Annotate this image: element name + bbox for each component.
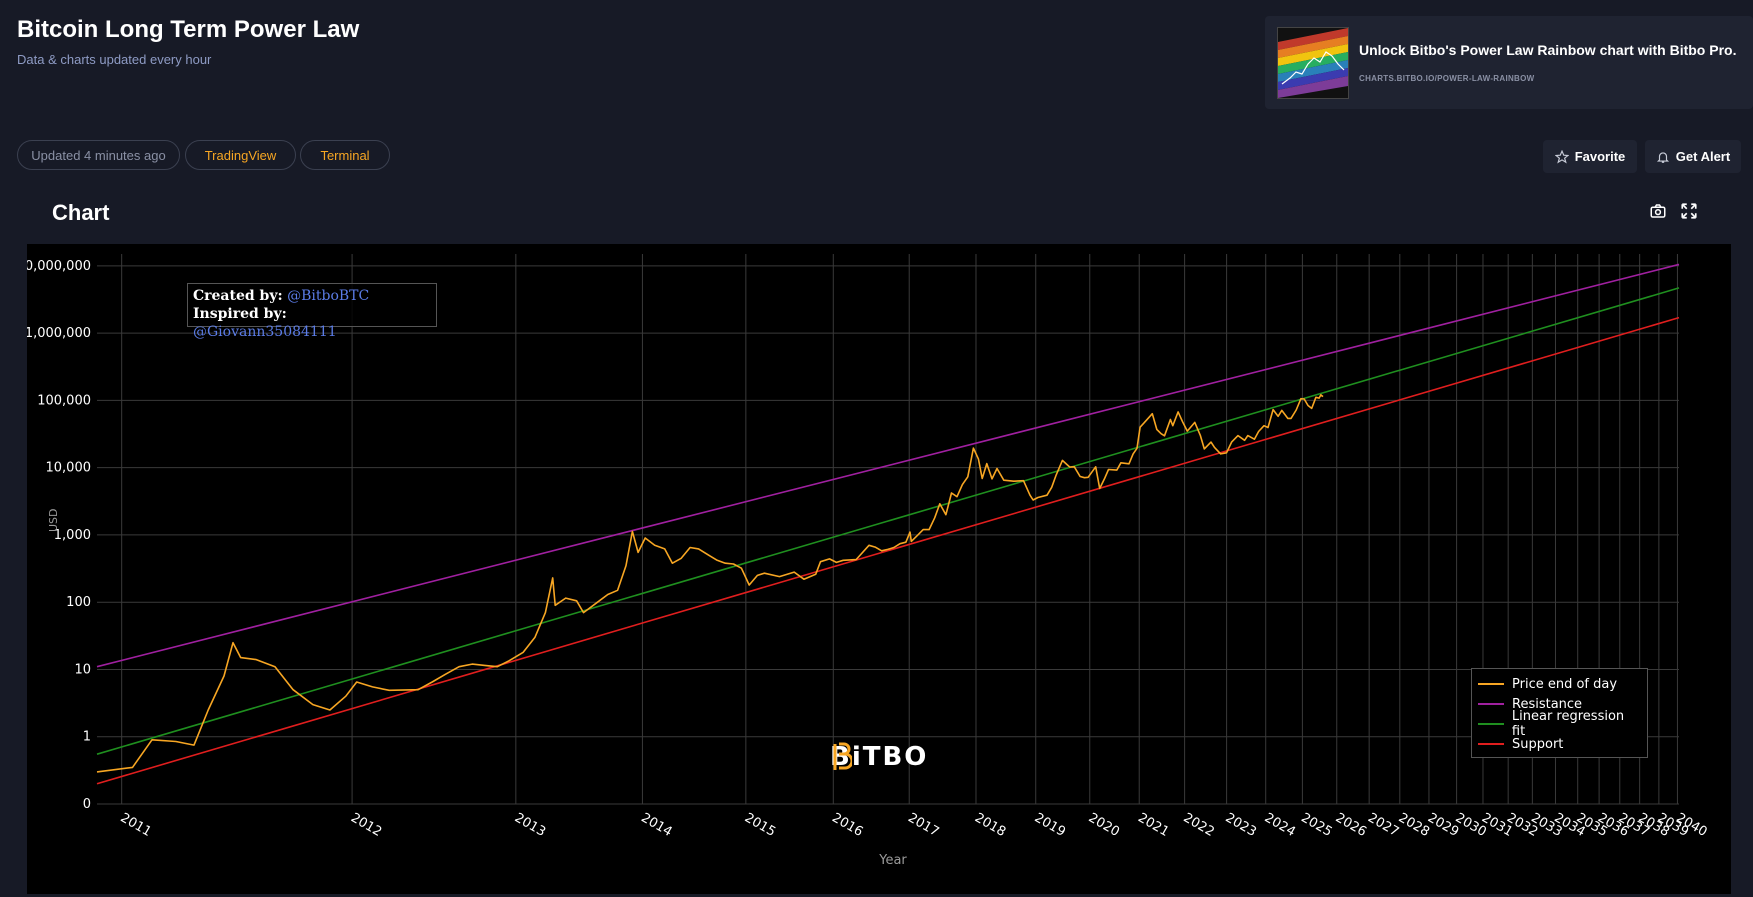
legend-label-resistance: Resistance xyxy=(1512,696,1583,712)
inspired-by-label: Inspired by: xyxy=(193,306,287,322)
camera-icon[interactable] xyxy=(1649,202,1667,220)
x-tick-label: 2022 xyxy=(1181,810,1217,840)
favorite-button[interactable]: Favorite xyxy=(1543,140,1637,173)
x-tick-label: 2028 xyxy=(1396,810,1432,840)
legend-label-regression: Linear regression fit xyxy=(1511,709,1625,739)
promo-url[interactable]: CHARTS.BITBO.IO/POWER-LAW-RAINBOW xyxy=(1359,74,1535,83)
x-tick-label: 2016 xyxy=(829,810,865,840)
x-tick-label: 2017 xyxy=(905,810,941,840)
legend-item-regression[interactable]: Linear regression fit xyxy=(1478,709,1641,739)
x-tick-label: 2011 xyxy=(118,810,154,840)
page-title: Bitcoin Long Term Power Law xyxy=(17,16,360,43)
page-subtitle: Data & charts updated every hour xyxy=(17,52,212,67)
x-tick-label: 2025 xyxy=(1298,810,1334,840)
series-line-resistance xyxy=(96,263,1680,668)
x-tick-label: 2020 xyxy=(1086,810,1122,840)
x-tick-label: 2018 xyxy=(972,810,1008,840)
inspired-by-link[interactable]: @Giovann35084111 xyxy=(193,324,337,340)
updated-badge: Updated 4 minutes ago xyxy=(17,140,180,170)
bitbo-watermark: BiTBO xyxy=(830,742,928,772)
x-tick-label: 2013 xyxy=(512,810,548,840)
terminal-button[interactable]: Terminal xyxy=(300,140,390,170)
x-tick-label: 2024 xyxy=(1262,810,1298,840)
legend-label-support: Support xyxy=(1512,736,1564,752)
x-axis-label: Year xyxy=(878,853,907,868)
series-line-price-end-of-day xyxy=(96,394,1324,773)
tradingview-button[interactable]: TradingView xyxy=(185,140,296,170)
promo-thumbnail[interactable] xyxy=(1277,27,1349,99)
x-tick-label: 2015 xyxy=(742,810,778,840)
y-tick-label: 1 xyxy=(83,730,91,745)
legend-label-price: Price end of day xyxy=(1512,676,1618,692)
series-line-linear-regression-fit xyxy=(96,287,1680,755)
y-tick-label: 10 xyxy=(74,662,91,677)
y-tick-label: 1,000,000 xyxy=(27,326,91,341)
fullscreen-icon[interactable] xyxy=(1680,202,1698,220)
legend-item-resistance[interactable]: Resistance xyxy=(1478,694,1641,714)
x-tick-label: 2012 xyxy=(348,810,384,840)
chart-heading: Chart xyxy=(52,200,110,225)
favorite-label: Favorite xyxy=(1574,149,1626,164)
get-alert-label: Get Alert xyxy=(1675,149,1731,164)
legend-item-support[interactable]: Support xyxy=(1478,734,1641,754)
y-tick-label: 1,000 xyxy=(54,528,91,543)
x-tick-label: 2027 xyxy=(1365,810,1401,840)
x-tick-label: 2026 xyxy=(1333,810,1369,840)
credits-box: Created by: @BitboBTC Inspired by: @Giov… xyxy=(187,283,437,340)
power-law-chart[interactable]: 0 1 10 100 1,000 10,000 100,000 1,000,000 10,000… xyxy=(27,244,1731,894)
y-tick-label: 10,000 xyxy=(46,461,92,476)
created-by-link[interactable]: @BitboBTC xyxy=(287,288,370,304)
y-tick-label: 100 xyxy=(66,595,91,610)
bitbo-logo-icon xyxy=(833,742,852,770)
rainbow-chart-thumbnail-icon xyxy=(1278,28,1348,98)
created-by-label: Created by: xyxy=(193,288,283,304)
x-tick-label: 2023 xyxy=(1223,810,1259,840)
chart-legend[interactable]: Price end of day Resistance Linear regre… xyxy=(1471,668,1648,758)
get-alert-button[interactable]: Get Alert xyxy=(1645,140,1741,173)
y-axis-label: USD xyxy=(47,508,60,532)
legend-item-price[interactable]: Price end of day xyxy=(1478,674,1641,694)
series-line-support xyxy=(96,316,1680,785)
x-tick-label: 2014 xyxy=(638,810,674,840)
chart-panel: 0 1 10 100 1,000 10,000 100,000 1,000,000 10,000… xyxy=(27,244,1731,894)
promo-title[interactable]: Unlock Bitbo's Power Law Rainbow chart w… xyxy=(1359,42,1737,58)
promo-card[interactable]: Unlock Bitbo's Power Law Rainbow chart w… xyxy=(1265,16,1753,109)
y-tick-label: 10,000,000 xyxy=(27,259,91,274)
y-tick-label: 0 xyxy=(83,797,91,812)
bell-icon xyxy=(1656,151,1669,163)
x-tick-label: 2021 xyxy=(1135,810,1171,840)
y-tick-label: 100,000 xyxy=(37,393,91,408)
star-icon xyxy=(1554,149,1569,164)
x-tick-label: 2019 xyxy=(1032,810,1068,840)
